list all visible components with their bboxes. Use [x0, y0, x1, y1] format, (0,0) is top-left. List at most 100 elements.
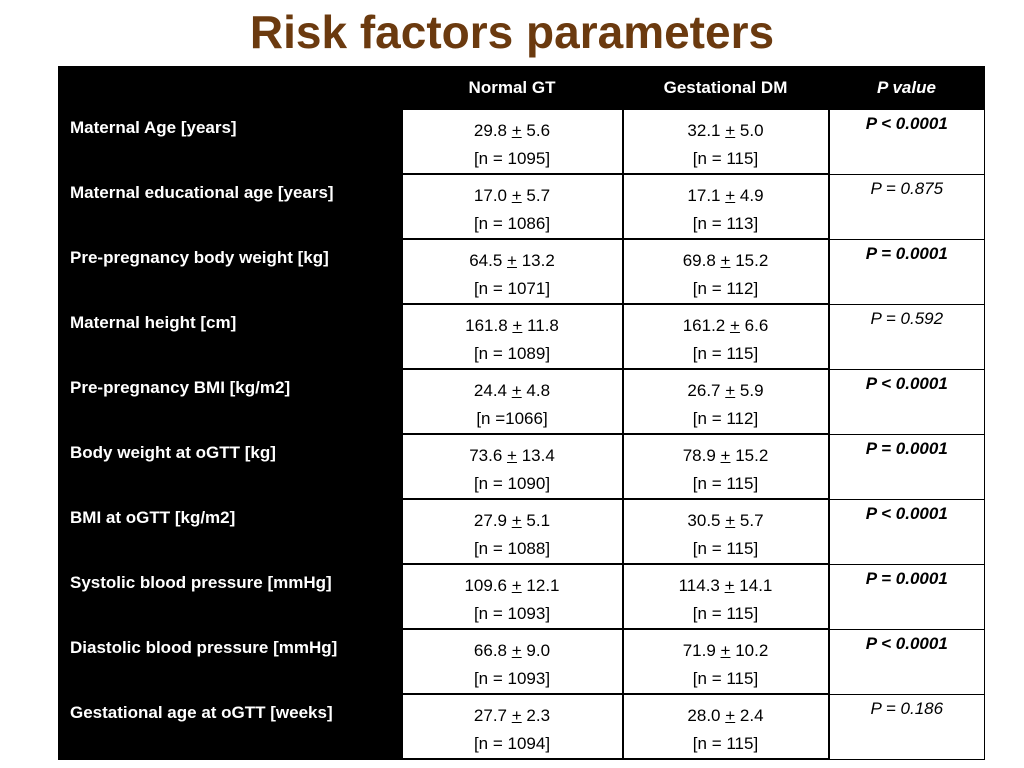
p-value: P < 0.0001 [865, 114, 948, 133]
mean-sd-value: 73.6 + 13.4 [403, 442, 622, 470]
sample-size: [n = 112] [692, 409, 759, 428]
mean-sd-value: 28.0 + 2.4 [624, 702, 828, 730]
sd-value: 5.7 [526, 186, 551, 205]
p-value-cell: P = 0.0001 [828, 238, 985, 305]
p-value-cell: P < 0.0001 [828, 628, 985, 695]
header-label-column [58, 66, 402, 110]
plus-minus-symbol: + [720, 251, 731, 270]
plus-minus-symbol: + [720, 641, 731, 660]
plus-minus-symbol: + [720, 446, 731, 465]
normal-gt-cell: 17.0 + 5.7 [n = 1086] [400, 173, 624, 240]
p-value: P < 0.0001 [865, 373, 948, 393]
row-label: Diastolic blood pressure [mmHg] [58, 628, 402, 695]
header-normal-gt: Normal GT [401, 66, 623, 110]
sample-size: [n = 1095] [473, 149, 551, 168]
sd-value: 11.8 [527, 316, 559, 335]
p-value: P = 0.0001 [865, 243, 948, 263]
header-gestational-dm: Gestational DM [622, 66, 829, 110]
plus-minus-symbol: + [507, 446, 517, 465]
p-value-cell: P = 0.592 [828, 303, 985, 370]
mean-sd-value: 71.9 + 10.2 [624, 637, 828, 665]
p-value-cell: P < 0.0001 [828, 368, 985, 435]
mean-sd-value: 161.8 + 11.8 [403, 312, 622, 340]
row-label: Body weight at oGTT [kg] [58, 433, 402, 500]
sample-size: [n = 115] [692, 474, 759, 493]
sd-value: 12.1 [526, 576, 560, 595]
sd-value: 13.4 [521, 446, 555, 465]
table-row: Maternal educational age [years] 17.0 + 5… [58, 173, 985, 240]
gestational-dm-cell: 161.2 + 6.6 [n = 115] [621, 303, 830, 370]
mean-value: 17.0 [473, 186, 508, 205]
plus-minus-symbol: + [511, 381, 522, 400]
p-value: P = 0.875 [870, 178, 944, 198]
gestational-dm-cell: 71.9 + 10.2 [n = 115] [621, 628, 830, 695]
mean-sd-value: 17.0 + 5.7 [403, 182, 622, 210]
plus-minus-symbol: + [725, 186, 736, 205]
gestational-dm-cell: 114.3 + 14.1 [n = 115] [621, 563, 830, 630]
p-value-cell: P < 0.0001 [828, 109, 985, 175]
table-row: Maternal height [cm] 161.8 + 11.8 [n = 108… [58, 303, 985, 370]
gestational-dm-cell: 69.8 + 15.2 [n = 112] [621, 238, 830, 305]
mean-sd-value: 114.3 + 14.1 [624, 572, 828, 600]
plus-minus-symbol: + [511, 706, 522, 725]
mean-sd-value: 69.8 + 15.2 [624, 247, 828, 275]
mean-sd-value: 26.7 + 5.9 [624, 377, 828, 405]
sample-size: [n = 115] [692, 669, 759, 688]
p-value: P = 0.0001 [865, 568, 948, 588]
mean-value: 71.9 [682, 641, 716, 660]
gestational-dm-cell: 26.7 + 5.9 [n = 112] [621, 368, 830, 435]
sample-size: [n = 1093] [473, 669, 551, 688]
mean-sd-value: 27.9 + 5.1 [403, 507, 622, 535]
row-label: BMI at oGTT [kg/m2] [58, 498, 402, 565]
p-value: P = 0.186 [870, 698, 944, 718]
table-row: BMI at oGTT [kg/m2] 27.9 + 5.1 [n = 1088] 3… [58, 498, 985, 565]
normal-gt-cell: 109.6 + 12.1 [n = 1093] [400, 563, 624, 630]
sd-value: 4.8 [526, 381, 551, 400]
mean-value: 29.8 [473, 121, 508, 140]
mean-value: 26.7 [687, 381, 721, 400]
mean-value: 114.3 [678, 576, 720, 595]
table-body: Maternal Age [years] 29.8 + 5.6 [n = 1095]… [58, 109, 985, 760]
sd-value: 15.2 [735, 251, 769, 270]
row-label: Systolic blood pressure [mmHg] [58, 563, 402, 630]
mean-value: 24.4 [473, 381, 508, 400]
plus-minus-symbol: + [511, 511, 522, 530]
p-value: P < 0.0001 [865, 633, 948, 653]
mean-sd-value: 109.6 + 12.1 [403, 572, 622, 600]
sample-size: [n = 1086] [473, 214, 551, 233]
mean-sd-value: 78.9 + 15.2 [624, 442, 828, 470]
p-value: P = 0.0001 [865, 438, 948, 458]
sd-value: 10.2 [735, 641, 769, 660]
sample-size: [n = 115] [692, 344, 759, 363]
gestational-dm-cell: 32.1 + 5.0 [n = 115] [621, 109, 830, 175]
sample-size: [n = 1093] [473, 604, 551, 623]
mean-value: 27.7 [473, 706, 508, 725]
mean-value: 17.1 [687, 186, 721, 205]
p-value-cell: P = 0.186 [828, 693, 985, 760]
mean-sd-value: 64.5 + 13.2 [403, 247, 622, 275]
sd-value: 4.9 [739, 186, 764, 205]
mean-value: 28.0 [687, 706, 721, 725]
normal-gt-cell: 161.8 + 11.8 [n = 1089] [400, 303, 624, 370]
page-title: Risk factors parameters [249, 6, 775, 58]
sample-size: [n = 1088] [473, 539, 551, 558]
mean-value: 73.6 [469, 446, 503, 465]
plus-minus-symbol: + [725, 511, 736, 530]
sample-size: [n = 115] [692, 149, 759, 168]
sample-size: [n =1066] [476, 409, 548, 428]
table-row: Gestational age at oGTT [weeks] 27.7 + 2.… [58, 693, 985, 760]
plus-minus-symbol: + [725, 706, 736, 725]
plus-minus-symbol: + [725, 381, 736, 400]
mean-value: 66.8 [473, 641, 508, 660]
mean-value: 69.8 [682, 251, 716, 270]
normal-gt-cell: 29.8 + 5.6 [n = 1095] [400, 109, 624, 175]
sd-value: 9.0 [526, 641, 551, 660]
table-row: Body weight at oGTT [kg] 73.6 + 13.4 [n = … [58, 433, 985, 500]
sample-size: [n = 115] [692, 539, 759, 558]
normal-gt-cell: 73.6 + 13.4 [n = 1090] [400, 433, 624, 500]
table-row: Pre-pregnancy body weight [kg] 64.5 + 13.… [58, 238, 985, 305]
sd-value: 5.6 [526, 121, 551, 140]
row-label: Gestational age at oGTT [weeks] [58, 693, 402, 760]
p-value: P = 0.592 [870, 308, 944, 328]
gestational-dm-cell: 28.0 + 2.4 [n = 115] [621, 693, 830, 760]
